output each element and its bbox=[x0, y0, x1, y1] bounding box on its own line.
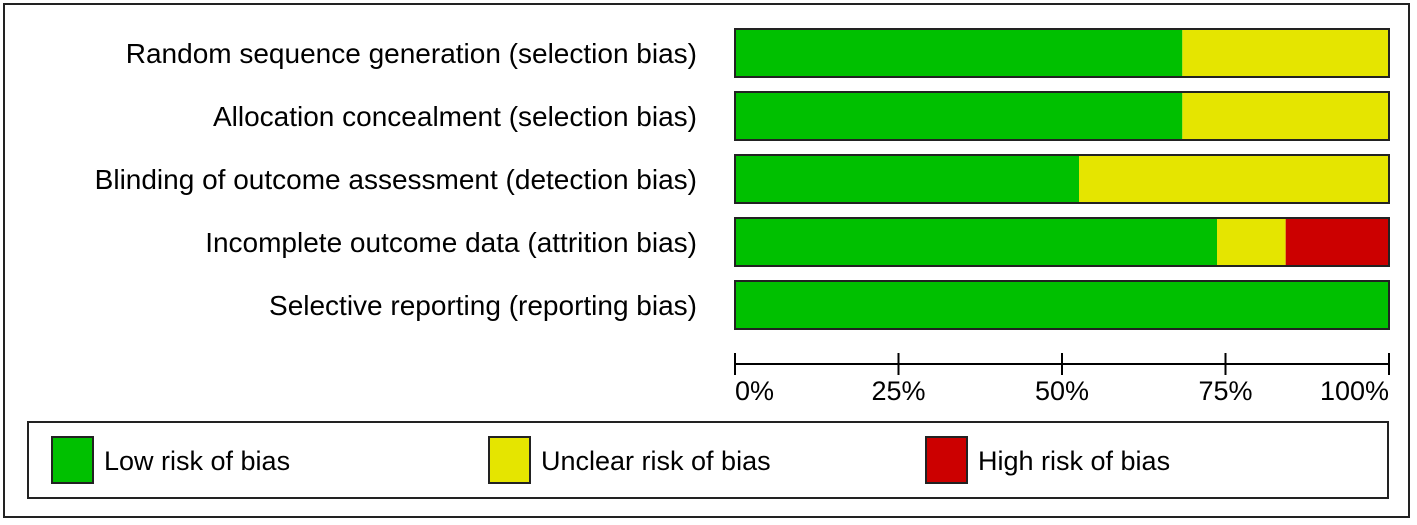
bar-segment bbox=[1182, 29, 1389, 77]
legend-label: High risk of bias bbox=[978, 446, 1170, 476]
x-tick-label: 100% bbox=[1320, 376, 1389, 406]
legend-swatch bbox=[488, 436, 531, 484]
bar-outline bbox=[734, 28, 1390, 78]
bar-segment bbox=[1079, 155, 1389, 203]
x-tick-label: 50% bbox=[1035, 376, 1089, 406]
bar-outline bbox=[734, 91, 1390, 141]
bar-segment bbox=[735, 92, 1183, 140]
x-tick-label: 75% bbox=[1198, 376, 1252, 406]
bar-outline bbox=[734, 154, 1390, 204]
bar-segment bbox=[1182, 92, 1389, 140]
category-label: Incomplete outcome data (attrition bias) bbox=[205, 227, 697, 258]
bar-segment bbox=[735, 281, 1389, 329]
bar-segment bbox=[1216, 218, 1286, 266]
x-tick-label: 0% bbox=[735, 376, 774, 406]
bar-segment bbox=[735, 218, 1217, 266]
category-label: Blinding of outcome assessment (detectio… bbox=[95, 164, 697, 195]
bar-segment bbox=[735, 29, 1183, 77]
legend: Low risk of bias Unclear risk of bias High… bbox=[27, 421, 1389, 499]
legend-label: Unclear risk of bias bbox=[541, 446, 771, 476]
bar-segment bbox=[735, 155, 1080, 203]
category-label: Allocation concealment (selection bias) bbox=[213, 101, 697, 132]
bar-outline bbox=[734, 217, 1390, 267]
legend-box bbox=[27, 421, 1389, 499]
legend-swatch bbox=[925, 436, 968, 484]
bar-segment bbox=[1285, 218, 1389, 266]
category-label: Random sequence generation (selection bi… bbox=[126, 38, 697, 69]
legend-label: Low risk of bias bbox=[104, 446, 290, 476]
category-label: Selective reporting (reporting bias) bbox=[269, 290, 697, 321]
bar-outline bbox=[734, 280, 1390, 330]
legend-swatch bbox=[51, 436, 94, 484]
x-tick-label: 25% bbox=[871, 376, 925, 406]
